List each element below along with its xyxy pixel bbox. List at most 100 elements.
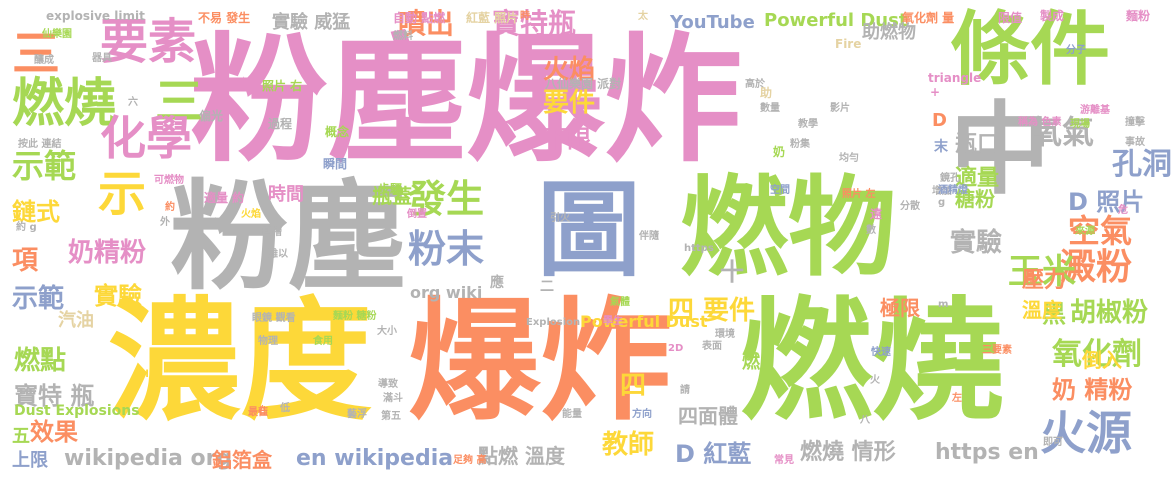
cloud-word: 麵粉 糖粉	[333, 311, 377, 322]
cloud-word: 數量	[760, 103, 780, 114]
cloud-word: D 照片	[1068, 188, 1145, 216]
cloud-word: 自動 點燃	[393, 11, 446, 25]
cloud-word: Explosion	[526, 317, 581, 328]
cloud-word: 空氣	[1068, 212, 1133, 250]
cloud-word: 偏光	[199, 109, 224, 123]
cloud-word: 示範	[12, 147, 77, 185]
cloud-word: Powerful Dust	[580, 312, 708, 331]
cloud-word: 下限	[543, 125, 591, 153]
cloud-word: m	[938, 299, 949, 310]
cloud-word: 酒精燈	[938, 185, 968, 196]
cloud-word: 足夠 高	[453, 455, 487, 466]
cloud-word: 溫度	[1022, 298, 1062, 322]
cloud-word: 均勻	[839, 153, 859, 164]
cloud-word: 低	[280, 403, 290, 414]
cloud-word: 胡椒粉	[1070, 298, 1149, 328]
cloud-word: 教學	[798, 119, 818, 130]
cloud-word: 四面體	[678, 404, 738, 428]
cloud-word: 步驟	[378, 182, 403, 196]
cloud-word: 汽油	[58, 310, 94, 331]
cloud-word: 釀成	[34, 55, 54, 66]
cloud-word: 適量 約	[204, 191, 245, 205]
cloud-word: 黑	[1042, 300, 1066, 328]
cloud-word: 能量	[562, 409, 582, 420]
cloud-word: 實驗	[950, 228, 1003, 258]
cloud-word: Dust Explosions	[14, 403, 140, 419]
cloud-word: 限值	[998, 11, 1023, 25]
cloud-word: https	[684, 243, 714, 254]
cloud-word: 伴隨	[639, 231, 659, 242]
cloud-word: 示範	[12, 284, 65, 314]
cloud-word: 倒入	[1082, 348, 1122, 372]
cloud-word: 約 g	[16, 222, 37, 233]
cloud-word: 時	[520, 11, 530, 22]
cloud-word: D	[932, 110, 947, 131]
cloud-word: 點燃 溫度	[478, 444, 565, 468]
cloud-word: 鏈式	[12, 198, 60, 226]
cloud-word: 化學	[100, 111, 192, 165]
cloud-word: 危	[1118, 205, 1128, 216]
cloud-word: 請	[680, 385, 690, 396]
cloud-word: 助燃物	[862, 22, 916, 43]
cloud-word: 奶精粉	[68, 238, 147, 268]
cloud-word: YouTube	[670, 12, 755, 33]
cloud-word: 時間	[268, 184, 304, 205]
cloud-word: 二	[540, 279, 554, 295]
cloud-word: 粉集	[790, 139, 810, 150]
cloud-word: 環境	[715, 329, 735, 340]
cloud-word: 燃點	[14, 346, 67, 376]
cloud-word: 遠	[870, 207, 883, 221]
cloud-word: 大小	[377, 326, 397, 337]
cloud-word: 燃燒	[12, 74, 117, 134]
cloud-word: 製成	[1040, 9, 1065, 23]
cloud-word: 眼鏡 觀看	[252, 313, 296, 324]
cloud-word: 四	[620, 371, 647, 401]
cloud-word: 空間	[770, 185, 790, 196]
cloud-word: ml	[135, 369, 149, 380]
cloud-word: 粉末	[408, 227, 485, 271]
cloud-word: 現場	[1070, 119, 1090, 130]
cloud-word: 導致	[378, 379, 398, 390]
cloud-word: 難以	[268, 249, 288, 260]
cloud-word: 要件	[543, 88, 596, 118]
cloud-word: 爆炸	[408, 285, 672, 439]
cloud-word: triangle	[928, 71, 982, 85]
cloud-word: 方向	[632, 409, 652, 420]
cloud-word: 三	[12, 26, 61, 82]
cloud-word: 食用	[313, 336, 333, 347]
cloud-word: 實驗 威猛	[272, 12, 351, 33]
cloud-word: 四 要件	[668, 296, 756, 326]
cloud-word: 太	[638, 11, 648, 22]
cloud-word: 五	[12, 426, 30, 447]
cloud-word: 照片 左	[842, 189, 876, 200]
cloud-word: 分散	[900, 201, 920, 212]
cloud-word: 寶特瓶	[492, 7, 577, 40]
cloud-word: explosive limit	[46, 9, 145, 23]
cloud-word: 數	[866, 225, 876, 236]
cloud-word: 約	[165, 202, 175, 213]
cloud-word: 粉塵爆炸	[190, 20, 743, 181]
cloud-word: 瞬間	[323, 157, 348, 171]
cloud-word: 奶	[773, 145, 786, 159]
cloud-word: 麵粉	[1126, 9, 1151, 23]
cloud-word: 六	[128, 97, 138, 108]
cloud-word: 極限	[880, 296, 920, 320]
cloud-word: 助	[760, 86, 773, 100]
cloud-word: 鏡孔	[940, 173, 960, 184]
cloud-word: 上限	[12, 450, 48, 471]
cloud-word: 倒置	[407, 209, 427, 220]
cloud-word: 火焰	[543, 55, 596, 85]
cloud-word: 照片 右	[262, 79, 303, 93]
cloud-word: 即可	[1043, 437, 1063, 448]
cloud-word: 燃	[742, 352, 760, 373]
cloud-word: 圖	[537, 169, 642, 291]
cloud-word: https en	[935, 440, 1039, 465]
cloud-word: 器具	[92, 53, 112, 64]
cloud-word: 氣體	[610, 297, 630, 308]
cloud-word: 瓶口	[955, 132, 1000, 157]
cloud-word: 鋁箔盒	[212, 448, 272, 472]
cloud-word: 教師	[602, 430, 655, 460]
cloud-word: 火	[870, 375, 880, 386]
cloud-word: 表面	[702, 341, 722, 352]
